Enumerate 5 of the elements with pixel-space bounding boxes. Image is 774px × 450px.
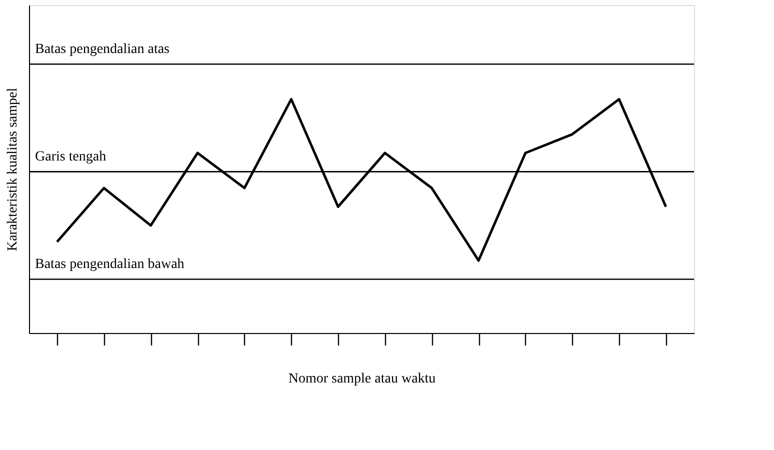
y-axis-title: Karakteristik kualitas sampel (6, 88, 20, 252)
x-axis-title: Nomor sample atau waktu (288, 372, 436, 386)
ref-line-label: Batas pengendalian atas (35, 42, 170, 58)
ref-line-label: Garis tengah (35, 150, 106, 165)
ref-line-label: Batas pengendalian bawah (35, 257, 184, 272)
